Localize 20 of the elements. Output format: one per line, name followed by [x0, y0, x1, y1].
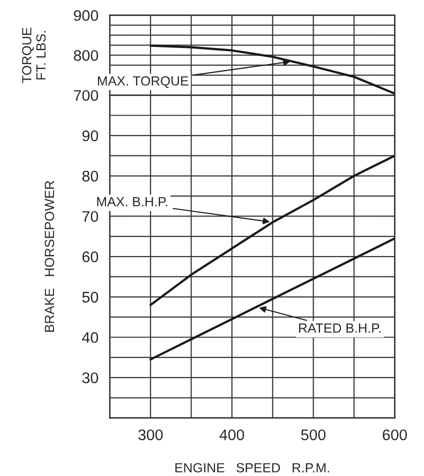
y-axis-title: TORQUE FT. LBS. — [22, 28, 46, 84]
x-tick-label: 300 — [138, 429, 163, 440]
annotation: RATED B.H.P. — [299, 324, 381, 333]
y-tick-label: 40 — [82, 332, 98, 343]
y-tick-label: 700 — [74, 90, 98, 101]
y-tick-label: 30 — [82, 372, 98, 384]
annotation: MAX. B.H.P. — [97, 197, 168, 206]
x-tick-label: 600 — [382, 429, 407, 440]
y-tick-label: 90 — [82, 130, 98, 142]
x-tick-label: 400 — [220, 429, 244, 440]
y-axis-title: BRAKE HORSEPOWER — [44, 180, 54, 332]
y-tick-label: 900 — [74, 10, 98, 21]
y-tick-label: 800 — [74, 50, 98, 61]
annotation: MAX. TORQUE — [98, 76, 188, 88]
x-axis-title: ENGINE SPEED R.P.M. — [175, 463, 330, 472]
y-tick-label: 50 — [82, 292, 98, 303]
x-tick-label: 500 — [301, 429, 326, 440]
y-tick-label: 60 — [82, 251, 98, 262]
y-tick-label: 80 — [82, 170, 98, 182]
y-tick-label: 70 — [82, 211, 98, 222]
